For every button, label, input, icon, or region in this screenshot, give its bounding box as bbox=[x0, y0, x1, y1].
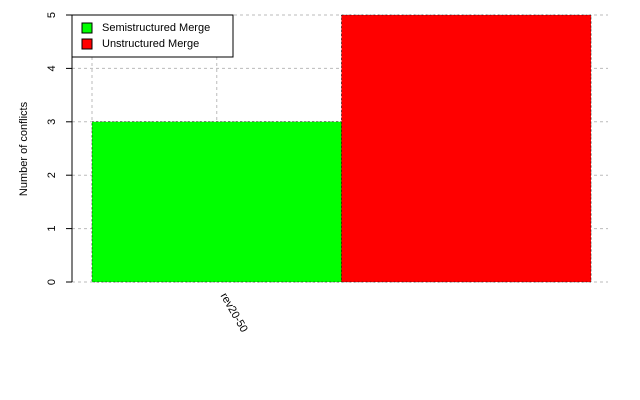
y-tick-label: 0 bbox=[46, 279, 58, 285]
y-axis-label: Number of conflicts bbox=[18, 101, 30, 196]
y-tick-label: 4 bbox=[46, 65, 58, 71]
y-tick-label: 1 bbox=[46, 226, 58, 232]
legend-label: Unstructured Merge bbox=[102, 38, 199, 50]
y-tick-label: 5 bbox=[46, 12, 58, 18]
legend-box bbox=[71, 14, 234, 58]
bar bbox=[91, 121, 342, 283]
legend-swatch bbox=[81, 38, 93, 50]
y-tick-label: 3 bbox=[46, 119, 58, 125]
y-tick-label: 2 bbox=[46, 172, 58, 178]
legend-swatch bbox=[81, 22, 93, 34]
bar bbox=[341, 14, 592, 283]
legend: Semistructured Merge Unstructured Merge bbox=[71, 14, 234, 58]
legend-label: Semistructured Merge bbox=[102, 22, 210, 34]
